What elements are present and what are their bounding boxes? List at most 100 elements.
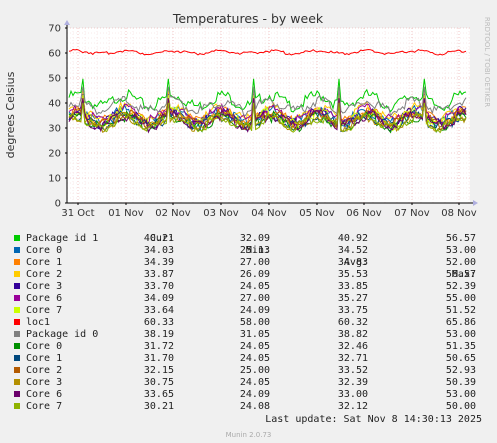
x-tick-label: 31 Oct bbox=[61, 208, 94, 219]
legend-swatch bbox=[14, 391, 20, 397]
legend-row: Core 2 33.87 26.09 35.53 56.57 bbox=[12, 269, 482, 281]
legend-avg: 60.32 bbox=[337, 317, 368, 328]
legend-swatch bbox=[14, 367, 20, 373]
legend-avg: 33.52 bbox=[337, 365, 368, 376]
legend-avg: 32.71 bbox=[337, 353, 368, 364]
legend-avg: 34.52 bbox=[337, 245, 368, 256]
legend-max: 50.65 bbox=[445, 353, 476, 364]
legend-swatch bbox=[14, 295, 20, 301]
legend-max: 51.52 bbox=[445, 305, 476, 316]
legend-swatch bbox=[14, 331, 20, 337]
legend-avg: 33.00 bbox=[337, 389, 368, 400]
legend-min: 26.09 bbox=[239, 269, 270, 280]
legend-cur: 33.65 bbox=[143, 389, 174, 400]
legend-cur: 33.87 bbox=[143, 269, 174, 280]
legend-cur: 30.75 bbox=[143, 377, 174, 388]
legend-max: 53.00 bbox=[445, 329, 476, 340]
legend-series-name: Core 7 bbox=[26, 401, 63, 412]
legend-cur: 34.39 bbox=[143, 257, 174, 268]
legend-swatch bbox=[14, 403, 20, 409]
legend-header: Cur: Min: Avg: Max: bbox=[12, 221, 482, 280]
legend-swatch bbox=[14, 343, 20, 349]
legend-cur: 60.33 bbox=[143, 317, 174, 328]
legend-swatch bbox=[14, 319, 20, 325]
legend-swatch bbox=[14, 259, 20, 265]
legend-cur: 34.03 bbox=[143, 245, 174, 256]
y-tick-label: 70 bbox=[48, 24, 61, 35]
y-axis-label: degrees Celsius bbox=[4, 71, 17, 158]
legend-cur: 38.19 bbox=[143, 329, 174, 340]
legend-row: Core 7 30.21 24.08 32.12 50.00 bbox=[12, 401, 482, 413]
legend-max: 56.57 bbox=[445, 269, 476, 280]
legend-cur: 33.70 bbox=[143, 281, 174, 292]
legend-swatch bbox=[14, 355, 20, 361]
legend-min: 24.05 bbox=[239, 341, 270, 352]
legend-max: 51.35 bbox=[445, 341, 476, 352]
legend-avg: 32.12 bbox=[337, 401, 368, 412]
legend-series-name: Core 0 bbox=[26, 245, 63, 256]
legend-cur: 40.21 bbox=[143, 233, 174, 244]
series-line bbox=[68, 86, 467, 118]
legend-cur: 30.21 bbox=[143, 401, 174, 412]
legend-series-name: loc1 bbox=[26, 317, 51, 328]
legend-swatch bbox=[14, 379, 20, 385]
legend-avg: 40.92 bbox=[337, 233, 368, 244]
series-line bbox=[68, 98, 467, 132]
legend-row: Core 6 33.65 24.09 33.00 53.00 bbox=[12, 389, 482, 401]
legend-min: 32.09 bbox=[239, 233, 270, 244]
legend-row: Core 2 32.15 25.00 33.52 52.93 bbox=[12, 365, 482, 377]
legend-swatch bbox=[14, 283, 20, 289]
legend-row: Package id 0 38.19 31.05 38.82 53.00 bbox=[12, 329, 482, 341]
legend-avg: 38.82 bbox=[337, 329, 368, 340]
legend-avg: 32.46 bbox=[337, 341, 368, 352]
legend-cur: 31.72 bbox=[143, 341, 174, 352]
legend-row: Core 3 30.75 24.05 32.39 50.39 bbox=[12, 377, 482, 389]
legend-min: 27.00 bbox=[239, 257, 270, 268]
legend-max: 52.39 bbox=[445, 281, 476, 292]
x-tick-label: 05 Nov bbox=[299, 208, 335, 219]
legend-row: Core 1 31.70 24.05 32.71 50.65 bbox=[12, 353, 482, 365]
y-tick-label: 30 bbox=[48, 124, 61, 135]
legend-min: 25.00 bbox=[239, 365, 270, 376]
legend-avg: 32.39 bbox=[337, 377, 368, 388]
y-tick-label: 10 bbox=[48, 174, 61, 185]
legend-row: Core 3 33.70 24.05 33.85 52.39 bbox=[12, 281, 482, 293]
legend-series-name: Core 7 bbox=[26, 305, 63, 316]
legend-series-name: Core 6 bbox=[26, 293, 63, 304]
x-tick-label: 02 Nov bbox=[155, 208, 191, 219]
x-tick-label: 03 Nov bbox=[203, 208, 239, 219]
last-update: Last update: Sat Nov 8 14:30:13 2025 bbox=[265, 414, 482, 425]
x-tick-label: 07 Nov bbox=[394, 208, 430, 219]
y-tick-label: 0 bbox=[55, 199, 61, 210]
series-line bbox=[68, 48, 467, 56]
legend-max: 55.00 bbox=[445, 293, 476, 304]
legend-max: 53.00 bbox=[445, 245, 476, 256]
legend-min: 24.05 bbox=[239, 377, 270, 388]
legend-cur: 32.15 bbox=[143, 365, 174, 376]
legend-min: 24.05 bbox=[239, 353, 270, 364]
legend-series-name: Core 3 bbox=[26, 377, 63, 388]
legend-min: 27.00 bbox=[239, 293, 270, 304]
legend-max: 50.00 bbox=[445, 401, 476, 412]
tick-labels: 0 10 20 30 40 50 60 70 31 Oct 01 Nov 02 Nov 03 Nov 0… bbox=[48, 24, 477, 220]
legend-row: Core 0 34.03 25.13 34.52 53.00 bbox=[12, 245, 482, 257]
legend-series-name: Core 0 bbox=[26, 341, 63, 352]
legend-series-name: Package id 0 bbox=[26, 329, 99, 340]
series-lines bbox=[68, 48, 467, 134]
legend-max: 56.57 bbox=[445, 233, 476, 244]
legend-header-max: Max: bbox=[451, 269, 476, 280]
temperature-chart: 0 10 20 30 40 50 60 70 31 Oct 01 Nov 02 Nov 03 Nov 0… bbox=[0, 0, 497, 220]
x-tick-label: 06 Nov bbox=[346, 208, 382, 219]
x-tick-label: 08 Nov bbox=[441, 208, 477, 219]
series-line bbox=[68, 102, 467, 134]
axes bbox=[64, 20, 478, 206]
legend-swatch bbox=[14, 307, 20, 313]
legend-min: 31.05 bbox=[239, 329, 270, 340]
legend-min: 24.05 bbox=[239, 281, 270, 292]
legend-max: 65.86 bbox=[445, 317, 476, 328]
x-tick-label: 04 Nov bbox=[251, 208, 287, 219]
legend-min: 25.13 bbox=[239, 245, 270, 256]
legend-series-name: Core 6 bbox=[26, 389, 63, 400]
legend-row: Core 0 31.72 24.05 32.46 51.35 bbox=[12, 341, 482, 353]
legend-max: 52.00 bbox=[445, 257, 476, 268]
